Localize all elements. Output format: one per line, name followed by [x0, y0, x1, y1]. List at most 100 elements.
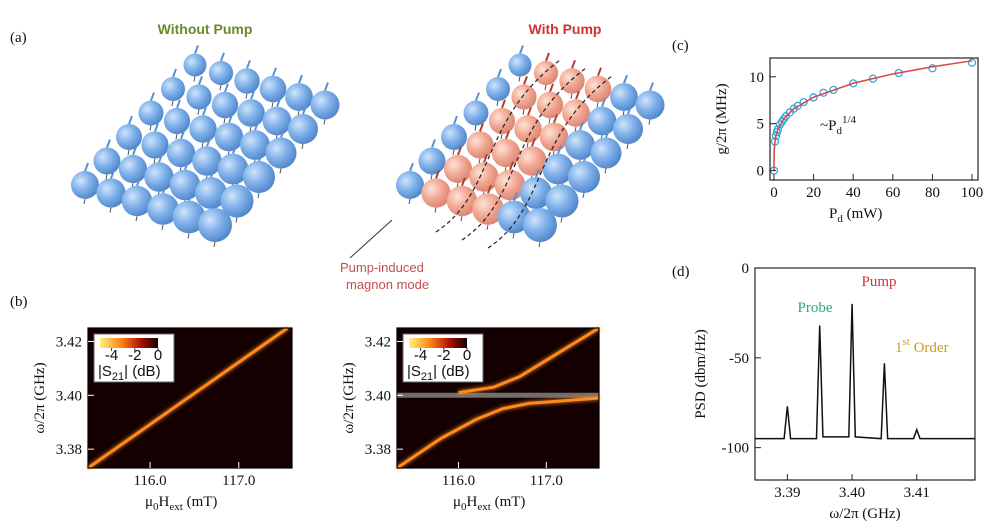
spin-tail [171, 100, 174, 107]
fit-annotation-part: ~P [820, 118, 836, 134]
x-tick-label: 3.39 [774, 485, 800, 501]
spin-tail [175, 134, 178, 140]
spin-sphere [192, 146, 222, 176]
x-axis-label-part: 0 [153, 501, 159, 513]
spin-arrow [250, 90, 255, 100]
spin-sphere [486, 77, 510, 101]
spin-arrow [549, 83, 554, 93]
spin-arrow [623, 74, 628, 84]
spin-arrow [431, 139, 436, 148]
spin-sphere [520, 177, 552, 209]
spin-tail [648, 119, 651, 125]
spin-arrow [162, 184, 167, 194]
spin-tail [187, 233, 190, 239]
spin-tail [604, 168, 607, 174]
y-tick-label: 3.38 [365, 442, 391, 458]
spin-arrow [198, 76, 203, 85]
spin-sphere [523, 208, 557, 242]
spin-sphere [116, 124, 142, 150]
spin-tail [512, 233, 515, 239]
spin-arrow [184, 161, 189, 171]
spin-sphere [533, 60, 559, 86]
x-axis-label-part: ext [477, 501, 490, 513]
spin-tail [161, 224, 164, 230]
spin-arrow [523, 76, 528, 85]
spin-tail [235, 217, 238, 223]
spin-tail [197, 109, 200, 115]
spin-tail [149, 125, 152, 131]
spin-arrow [519, 45, 524, 54]
spin-sphere [508, 53, 532, 77]
panel-label: (a) [10, 30, 27, 46]
spin-sphere [198, 208, 232, 242]
spin-sphere [441, 124, 467, 150]
spin-sphere [497, 200, 531, 234]
spin-arrow [132, 146, 137, 156]
spin-arrow [110, 170, 115, 179]
spin-arrow [535, 168, 540, 178]
x-axis-label-part: P [829, 206, 837, 222]
spin-arrow [210, 168, 215, 178]
spin-sphere [517, 146, 547, 176]
spin-sphere [545, 184, 579, 218]
spin-tail [271, 102, 274, 108]
spin-tail [496, 100, 499, 107]
spin-sphere [565, 130, 595, 160]
spin-tail [626, 143, 629, 150]
spin-sphere [208, 60, 234, 86]
spin-tail [548, 118, 551, 124]
spin-sphere [161, 77, 185, 101]
spin-sphere [118, 154, 148, 184]
spin-tail [544, 85, 547, 91]
spin-arrow [246, 59, 251, 69]
spin-arrow [513, 192, 518, 201]
panel-label: (d) [672, 264, 690, 280]
spin-sphere [195, 177, 227, 209]
spin-sphere [491, 138, 521, 168]
spin-tail [434, 207, 437, 213]
axes-frame [87, 327, 293, 469]
peak-label: Probe [798, 300, 833, 316]
spin-arrow [583, 152, 588, 162]
y-axis-label: ω/2π (GHz) [341, 362, 357, 433]
spin-sphere [539, 122, 569, 152]
spin-tail [201, 142, 204, 148]
colorbar-label: |S21| (dB) [98, 363, 161, 383]
spin-arrow [194, 45, 199, 54]
spin-sphere [587, 106, 617, 136]
spin-tail [582, 192, 585, 199]
colorbar-label-part: |S [407, 363, 421, 380]
spin-arrow [457, 146, 462, 156]
data-point [809, 93, 818, 102]
spin-tail [153, 158, 156, 164]
peak-label: Pump [861, 274, 896, 290]
spin-sphere [488, 107, 516, 135]
x-tick-label: 0 [770, 185, 778, 201]
illustration [71, 45, 665, 249]
axes-frame [769, 57, 979, 181]
spin-sphere [536, 91, 564, 119]
illustration-title: With Pump [529, 21, 602, 37]
axes-frame [396, 327, 600, 469]
spin-sphere [446, 185, 478, 217]
x-axis-label-part: μ [145, 494, 153, 510]
annotation: magnon mode [346, 277, 429, 292]
spin-arrow [461, 177, 466, 187]
spin-arrow [258, 152, 263, 162]
panel-label: (b) [10, 294, 28, 310]
spin-sphere [288, 114, 318, 144]
spin-sphere [121, 185, 153, 217]
x-tick-label: 117.0 [222, 473, 255, 489]
fit-annotation-part: d [836, 125, 842, 137]
spin-tail [500, 134, 503, 140]
spin-sphere [243, 161, 275, 193]
spin-sphere [217, 153, 249, 185]
spin-sphere [220, 184, 254, 218]
colorbar [100, 338, 158, 348]
spin-tail [408, 198, 411, 205]
spin-arrow [202, 106, 207, 116]
y-tick-label: 3.42 [56, 334, 82, 350]
spin-arrow [280, 129, 285, 138]
spin-sphere [259, 75, 287, 103]
spin-arrow [571, 59, 576, 69]
